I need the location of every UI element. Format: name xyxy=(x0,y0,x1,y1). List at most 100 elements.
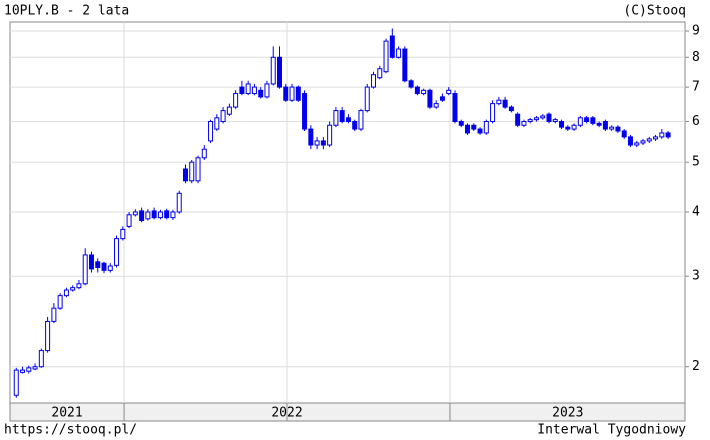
y-tick-label: 6 xyxy=(692,114,700,129)
candle-body xyxy=(571,124,577,130)
candle-body xyxy=(251,86,257,95)
candle-body xyxy=(302,93,308,130)
candle-body xyxy=(320,140,326,146)
candle-body xyxy=(646,138,652,142)
candle-body xyxy=(283,86,289,101)
candle-body xyxy=(239,86,245,95)
candle-body xyxy=(433,103,439,108)
candle-body xyxy=(327,124,333,146)
candle-body xyxy=(446,89,452,95)
candle-body xyxy=(101,262,107,271)
candle-body xyxy=(339,110,345,122)
candle-body xyxy=(264,83,270,98)
candle-body xyxy=(659,132,665,138)
candle-body xyxy=(63,289,69,297)
candle-body xyxy=(565,126,571,130)
candle-body xyxy=(490,103,496,122)
candle-body xyxy=(452,93,458,122)
candle-body xyxy=(402,48,408,82)
candle-body xyxy=(82,254,88,285)
candle-body xyxy=(377,68,383,79)
y-tick-label: 7 xyxy=(692,80,700,95)
candle-body xyxy=(502,99,508,108)
candle-body xyxy=(220,110,226,122)
candle-body xyxy=(640,140,646,144)
x-tick-label: 2021 xyxy=(51,406,82,421)
candle-body xyxy=(465,124,471,134)
candle-body xyxy=(483,120,489,134)
candle-body xyxy=(396,48,402,58)
candle-body xyxy=(189,161,195,182)
x-axis-band xyxy=(9,402,686,422)
candle-body xyxy=(276,56,282,88)
candle-body xyxy=(38,350,44,368)
candle-body xyxy=(352,120,358,130)
credit: (C)Stooq xyxy=(623,4,686,19)
candle-body xyxy=(45,320,51,352)
x-tick-label: 2022 xyxy=(271,406,302,421)
x-tick-label: 2023 xyxy=(552,406,583,421)
candle-body xyxy=(270,56,276,85)
interval: Interwal Tygodniowy xyxy=(537,423,686,438)
candle-body xyxy=(508,106,514,112)
y-tick-label: 8 xyxy=(692,50,700,65)
candle-body xyxy=(182,168,188,182)
candle-body xyxy=(26,367,32,372)
candle-body xyxy=(57,295,63,309)
candle-body xyxy=(527,119,533,122)
candle-body xyxy=(139,210,145,222)
y-tick-label: 5 xyxy=(692,155,700,170)
candle-body xyxy=(653,136,659,140)
y-tick-label: 2 xyxy=(692,359,700,374)
candle-body xyxy=(114,238,120,266)
candle-body xyxy=(596,122,602,126)
candle-body xyxy=(439,96,445,101)
candle-body xyxy=(157,211,163,219)
source: https://stooq.pl/ xyxy=(4,423,137,438)
candle-body xyxy=(546,113,552,122)
candle-body xyxy=(95,261,101,268)
candle-body xyxy=(577,117,583,126)
candle-body xyxy=(164,210,170,219)
candle-body xyxy=(521,120,527,126)
candle-body xyxy=(584,117,590,122)
candle-body xyxy=(70,287,76,291)
candle-body xyxy=(32,366,38,370)
candle-body xyxy=(195,157,201,182)
candle-body xyxy=(383,40,389,73)
candle-body xyxy=(295,86,301,101)
candle-body xyxy=(333,110,339,126)
candle-body xyxy=(471,124,477,130)
candle-body xyxy=(364,86,370,112)
candle-body xyxy=(120,228,126,240)
candle-body xyxy=(208,120,214,142)
candle-body xyxy=(76,283,82,289)
candle-body xyxy=(414,86,420,95)
candle-body xyxy=(427,89,433,108)
candle-body xyxy=(226,106,232,115)
candle-body xyxy=(214,117,220,130)
candle-body xyxy=(634,142,640,146)
candle-body xyxy=(458,120,464,126)
candle-body xyxy=(308,128,314,146)
candle-body xyxy=(408,80,414,88)
candle-body xyxy=(245,83,251,95)
candle-body xyxy=(371,74,377,88)
candle-body xyxy=(126,214,132,227)
candle-body xyxy=(559,120,565,128)
candle-body xyxy=(496,99,502,105)
candle-body xyxy=(615,126,621,132)
candle-body xyxy=(132,211,138,216)
candle-body xyxy=(289,86,295,101)
candle-body xyxy=(201,148,207,159)
candle-body xyxy=(515,113,521,126)
candle-body xyxy=(421,89,427,95)
candle-body xyxy=(145,211,151,220)
y-tick-label: 4 xyxy=(692,205,700,220)
candle-body xyxy=(540,115,546,119)
candle-body xyxy=(170,211,176,219)
candle-body xyxy=(258,89,264,98)
candle-body xyxy=(314,140,320,146)
candle-body xyxy=(88,254,94,270)
